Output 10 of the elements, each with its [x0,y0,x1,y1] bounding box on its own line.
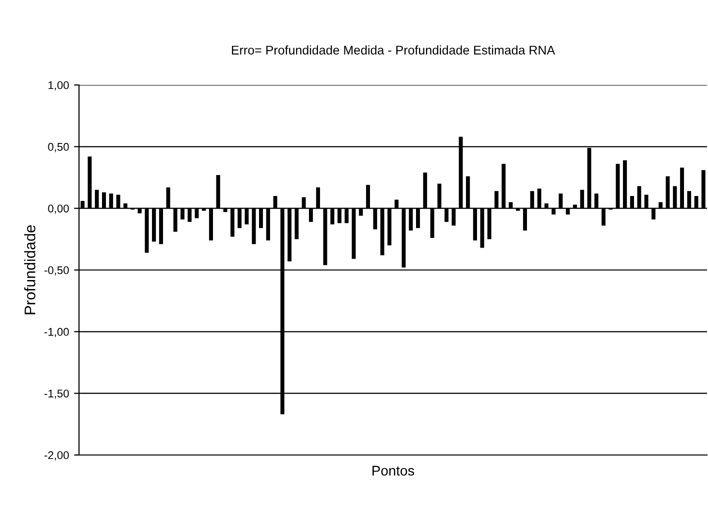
chart-title: Erro= Profundidade Medida - Profundidade Estimada RNA [232,45,556,55]
y-tick-label: -2,00 [44,451,69,460]
y-tick-label: 1,00 [48,81,69,90]
x-axis-title: Pontos [372,466,414,476]
y-tick-label: -1,00 [44,328,69,338]
y-tick-label: -1,50 [44,390,69,399]
y-tick-label: -0,50 [44,266,69,276]
y-tick-label: 0,00 [48,204,69,214]
y-axis-title: Profundidade [24,225,36,314]
y-tick-label: 0,50 [48,142,69,152]
